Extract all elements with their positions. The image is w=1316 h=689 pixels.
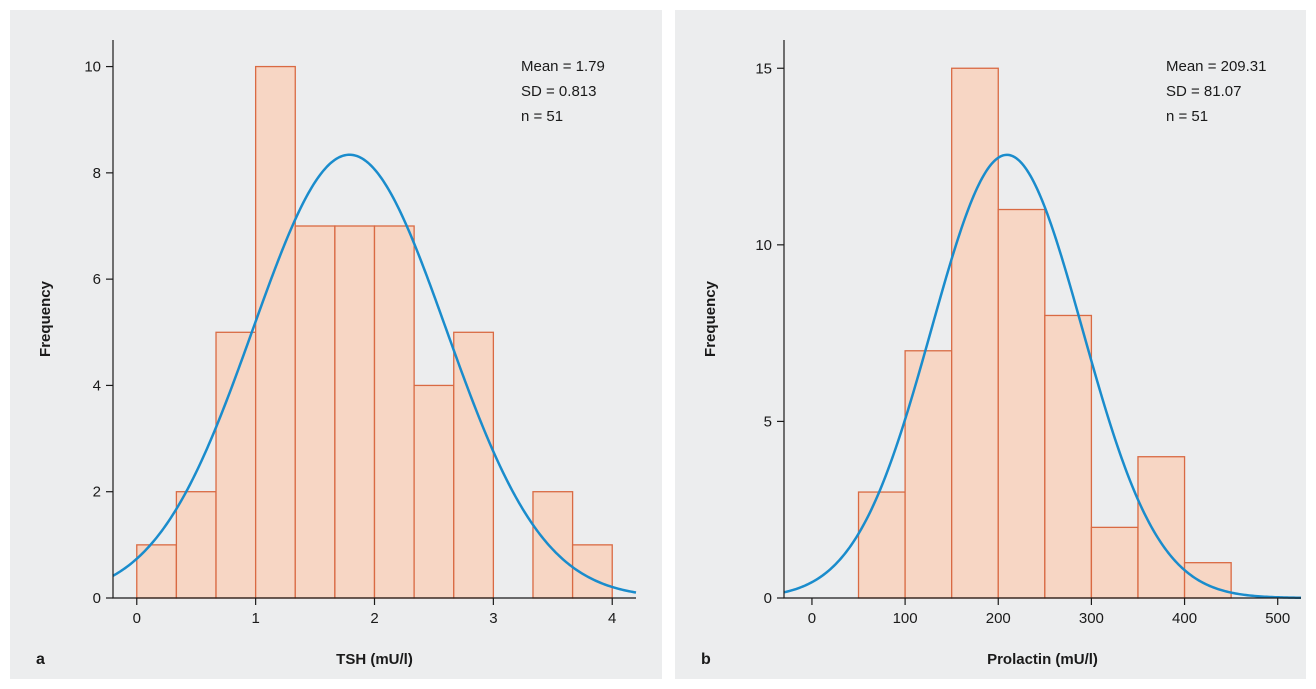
- histogram-bar: [1044, 314, 1093, 599]
- chart-panel-a: 0 2 4 6 8 10 0 1 2 3 4 TSH (mU/l) Frequency a Mean = 1…: [10, 10, 662, 679]
- histogram-bar: [453, 331, 495, 599]
- y-tick-label: 4: [93, 377, 101, 394]
- x-tick-label: 3: [489, 610, 497, 627]
- histogram-bar: [857, 491, 906, 599]
- y-tick-label: 0: [93, 590, 101, 607]
- histogram-bar: [175, 491, 217, 599]
- histogram-bar: [997, 208, 1046, 599]
- histogram-bar: [951, 67, 999, 599]
- panel-letter: a: [36, 651, 45, 668]
- y-axis-title: Frequency: [702, 280, 719, 357]
- histogram-bar: [904, 350, 953, 599]
- y-tick-label: 10: [84, 59, 101, 76]
- histogram-bar: [1183, 562, 1232, 599]
- y-tick-label: 15: [755, 60, 772, 77]
- stats-line: n = 51: [521, 108, 563, 125]
- histogram-bar: [215, 331, 257, 599]
- stats-line: Mean = 1.79: [521, 58, 605, 75]
- panel-letter: b: [701, 651, 711, 668]
- chart-panel-b: 0 5 10 15 0 100 200 300 400 500 Prolactin (mU/l) Fr…: [675, 10, 1306, 679]
- normal-distribution-curve: [783, 153, 1302, 600]
- x-tick-label: 2: [370, 610, 378, 627]
- stats-line: SD = 0.813: [521, 83, 596, 100]
- histogram-bar: [532, 491, 574, 599]
- x-tick-label: 500: [1265, 610, 1290, 627]
- normal-distribution-curve: [112, 153, 637, 594]
- x-tick-label: 400: [1172, 610, 1197, 627]
- y-tick-label: 2: [93, 484, 101, 501]
- histogram-prolactin: 0 5 10 15 0 100 200 300 400 500 Prolactin (mU/l) Fr…: [701, 40, 1302, 668]
- x-tick-label: 300: [1079, 610, 1104, 627]
- x-tick-label: 100: [893, 610, 918, 627]
- histogram-bar: [1090, 526, 1139, 599]
- histogram-bar: [413, 384, 455, 599]
- histogram-bar: [294, 225, 336, 599]
- x-axis-title: TSH (mU/l): [336, 651, 413, 668]
- histogram-bar: [254, 65, 296, 599]
- y-tick-label: 5: [764, 413, 772, 430]
- stats-line: SD = 81.07: [1166, 83, 1241, 100]
- stats-line: Mean = 209.31: [1166, 58, 1267, 75]
- x-tick-label: 200: [986, 610, 1011, 627]
- y-tick-label: 8: [93, 165, 101, 182]
- histogram-bar: [334, 225, 376, 599]
- y-axis-title: Frequency: [37, 280, 54, 357]
- x-tick-label: 1: [251, 610, 259, 627]
- histogram-bar: [1137, 456, 1186, 599]
- y-tick-label: 10: [755, 237, 772, 254]
- histogram-tsh: 0 2 4 6 8 10 0 1 2 3 4 TSH (mU/l) Frequency a Mean = 1…: [36, 40, 637, 668]
- y-tick-label: 0: [764, 590, 772, 607]
- x-tick-label: 0: [133, 610, 141, 627]
- histogram-bar: [373, 225, 415, 599]
- x-axis-title: Prolactin (mU/l): [987, 651, 1098, 668]
- stats-line: n = 51: [1166, 108, 1208, 125]
- x-tick-label: 4: [608, 610, 616, 627]
- y-tick-label: 6: [93, 271, 101, 288]
- x-tick-label: 0: [808, 610, 816, 627]
